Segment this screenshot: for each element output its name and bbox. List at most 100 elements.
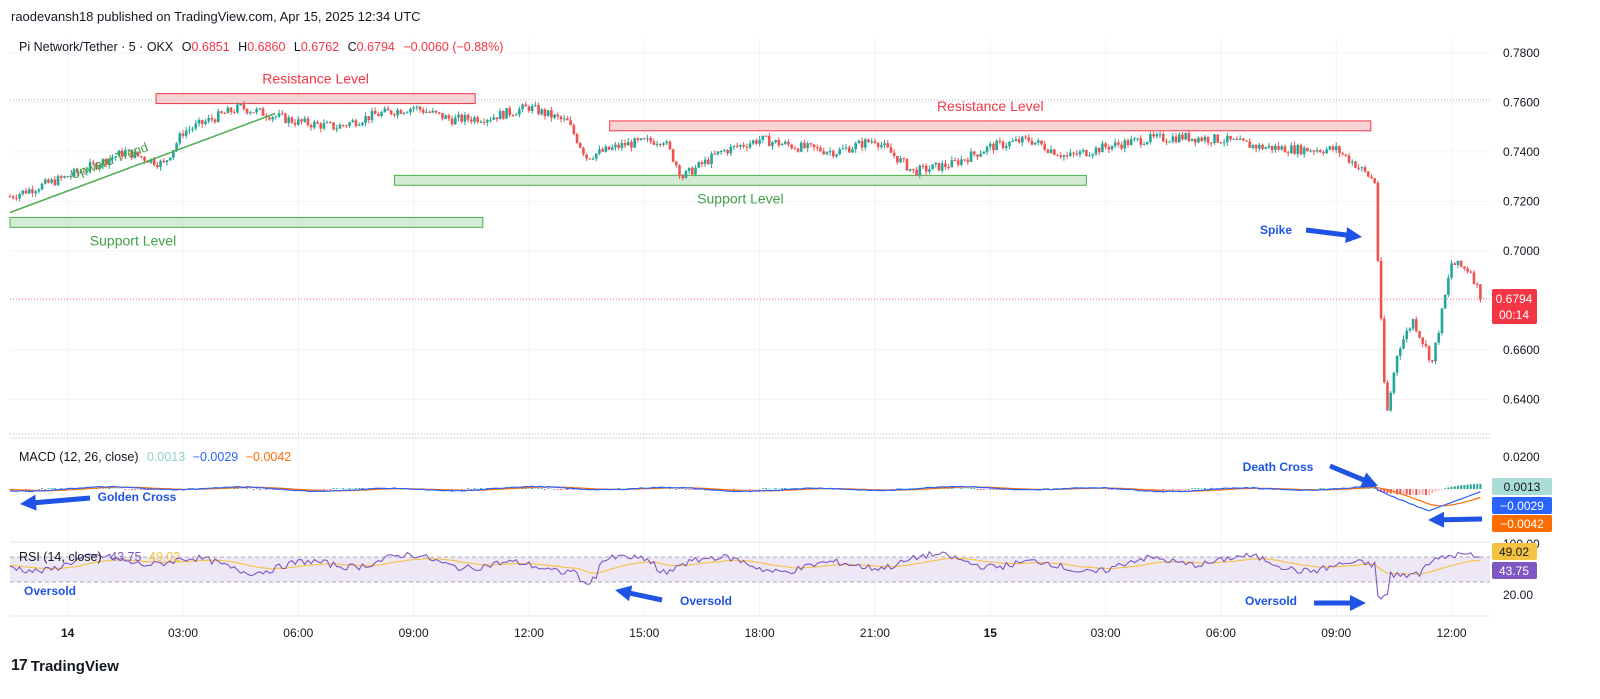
candle-body <box>1447 277 1450 295</box>
candle-body <box>1101 143 1104 153</box>
candle-body <box>178 133 182 144</box>
macd-histogram-bar <box>1187 489 1190 490</box>
candle-body <box>703 159 707 165</box>
support-mid-zone[interactable] <box>393 174 1087 186</box>
candle-body <box>473 117 476 122</box>
candle-body <box>1389 392 1392 411</box>
candle-body <box>1322 152 1325 154</box>
candle-body <box>575 134 579 143</box>
candle-body <box>1347 155 1351 163</box>
macd-histogram-bar <box>665 488 668 489</box>
candle-body <box>1402 339 1405 349</box>
candle-body <box>623 142 627 146</box>
candle-body <box>165 160 169 163</box>
macd-histogram-bar <box>1415 489 1418 496</box>
candle-body <box>1219 142 1223 144</box>
candle-body <box>889 147 893 153</box>
candle-body <box>345 125 348 127</box>
close-value: 0.6794 <box>357 40 395 54</box>
macd-histogram-bar <box>1171 489 1174 490</box>
trend-line[interactable] <box>9 112 276 214</box>
macd-histogram-bar <box>1402 489 1405 495</box>
macd-histogram-bar <box>893 489 896 490</box>
candle-body <box>1312 150 1316 152</box>
candle-body <box>43 179 47 184</box>
candle-body <box>111 157 114 160</box>
candle-body <box>828 150 832 153</box>
candle-body <box>505 108 508 119</box>
macd-histogram-bar <box>1181 489 1184 490</box>
candle-body <box>1149 134 1152 143</box>
macd-histogram-bar <box>236 488 239 489</box>
candle-body <box>1408 328 1412 331</box>
candle-body <box>1049 149 1053 153</box>
macd-histogram-bar <box>21 489 24 490</box>
support-mid-label: Support Level <box>697 190 783 206</box>
resistance-left-zone[interactable] <box>155 93 476 105</box>
price-pane[interactable]: Resistance Level Resistance Level Support … <box>8 38 1540 616</box>
candle-body <box>876 143 880 147</box>
support-left-zone[interactable] <box>9 216 484 228</box>
candle-body <box>655 143 659 145</box>
rsi-pane[interactable]: RSI (14, close) 43.75 49.02 100.00 20.00… <box>9 537 1540 611</box>
candle-body <box>188 129 191 131</box>
candle-body <box>40 183 44 190</box>
macd-histogram-bar <box>124 489 127 490</box>
candle-body <box>601 149 604 152</box>
price-axis[interactable]: 0.7800 0.7600 0.7400 0.7200 0.7000 0.6600 0.64… <box>1503 46 1540 407</box>
candle-body <box>248 112 252 114</box>
candle-body <box>527 106 531 111</box>
time-axis[interactable]: 14 03:00 06:00 09:00 12:00 15:00 18:00 21:00 15 0… <box>61 626 1467 640</box>
time-tick-label: 12:00 <box>514 626 544 640</box>
time-tick-label: 03:00 <box>1091 626 1121 640</box>
macd-hist-value: 0.0013 <box>147 450 185 464</box>
candle-body <box>880 145 883 147</box>
macd-histogram-bar <box>310 489 313 491</box>
resistance-right-zone[interactable] <box>609 120 1372 132</box>
candle-body <box>325 122 329 124</box>
macd-pane[interactable]: MACD (12, 26, close) 0.0013 −0.0029 −0.0… <box>9 437 1552 532</box>
rsi-name: RSI (14, close) <box>19 550 102 564</box>
price-tick-label: 0.6400 <box>1503 392 1540 406</box>
macd-histogram-bar <box>338 488 341 489</box>
open-label: O <box>182 40 192 54</box>
candle-body <box>1306 147 1309 152</box>
macd-histogram-bar <box>1200 488 1203 489</box>
upward-trend-line[interactable] <box>9 112 276 214</box>
candle-body <box>335 128 339 130</box>
macd-histogram-bar <box>1261 489 1264 490</box>
candle-body <box>1475 283 1479 285</box>
candle-body <box>979 153 982 157</box>
macd-histogram-bar <box>1191 488 1194 489</box>
macd-histogram-bar <box>998 489 1001 490</box>
candle-body <box>886 143 890 148</box>
candle-body <box>108 159 111 165</box>
candle-body <box>860 140 864 148</box>
candle-body <box>130 149 134 159</box>
candle-body <box>1379 260 1383 319</box>
candle-body <box>297 119 300 125</box>
macd-histogram-bar <box>905 488 908 489</box>
macd-histogram-bar <box>345 488 348 489</box>
candle-body <box>8 196 12 198</box>
macd-histogram-bar <box>563 489 566 490</box>
candle-body <box>937 162 941 171</box>
candle-body <box>441 113 444 119</box>
macd-histogram-bar <box>117 488 120 489</box>
candle-body <box>867 139 870 142</box>
candle-body <box>1434 342 1437 362</box>
macd-histogram-bar <box>1380 489 1383 492</box>
candle-body <box>444 115 447 119</box>
candle-body <box>713 153 717 155</box>
candle-body <box>1040 140 1043 145</box>
macd-histogram-bar <box>1431 489 1434 494</box>
candle-body <box>1043 144 1047 150</box>
candle-body <box>184 130 188 136</box>
candle-body <box>274 116 278 118</box>
candle-body <box>329 122 332 124</box>
tradingview-brand[interactable]: 17 TradingView <box>11 657 119 675</box>
candle-body <box>1206 137 1210 143</box>
macd-histogram-bar <box>758 489 761 490</box>
macd-tick-label: 0.0200 <box>1503 450 1540 464</box>
